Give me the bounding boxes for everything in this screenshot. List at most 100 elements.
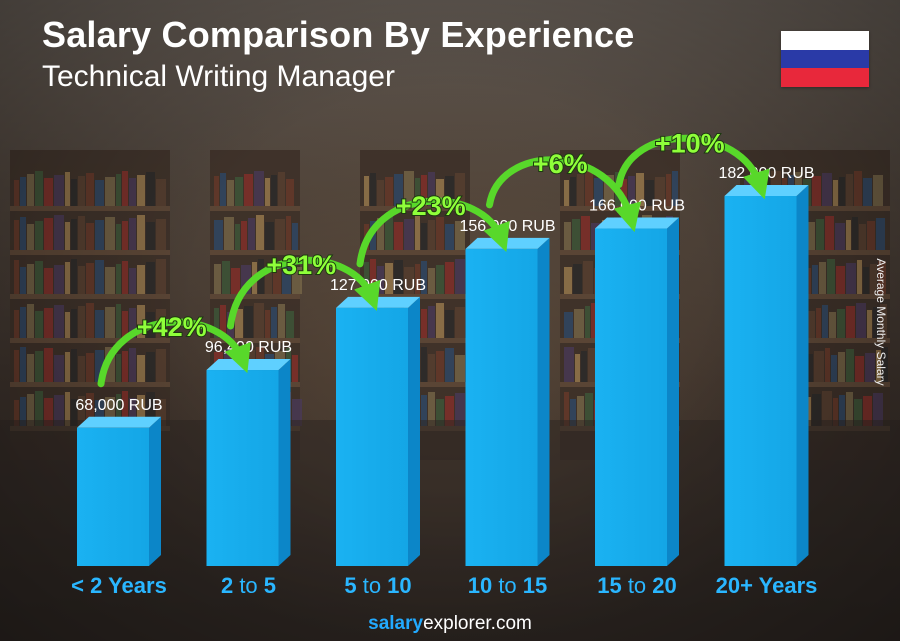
book-spine (564, 180, 569, 206)
book-spine (421, 261, 427, 294)
book-spine (14, 350, 19, 382)
book-spine (275, 219, 285, 250)
bar-side (537, 237, 550, 566)
category-label-part: 10 (468, 573, 492, 598)
book-spine (385, 263, 393, 294)
category-label: < 2 Years (71, 573, 167, 598)
book-spine (105, 267, 115, 294)
book-spine (829, 312, 836, 338)
bar-side (278, 359, 291, 566)
book-spine (816, 308, 821, 338)
percent-increase-label: +23% (396, 191, 466, 221)
book-spine (581, 216, 590, 250)
shelf-plank (210, 294, 300, 299)
book-spine (116, 174, 121, 206)
book-spine (71, 219, 77, 250)
category-label-part: to (357, 573, 388, 598)
book-spine (44, 308, 53, 338)
book-spine (78, 356, 85, 382)
book-spine (604, 175, 614, 206)
book-spine (575, 354, 580, 382)
book-spine (129, 178, 136, 206)
book-spine (78, 266, 85, 294)
book-spine (857, 260, 862, 294)
book-spine (265, 178, 270, 206)
book-spine (44, 268, 53, 294)
book-spine (282, 260, 291, 294)
book-spine (880, 304, 887, 338)
category-label-part: 20 (652, 573, 676, 598)
book-spine (854, 399, 862, 426)
book-spine (428, 220, 435, 250)
bar-group (724, 185, 809, 566)
book-spine (805, 311, 815, 338)
bar-side (149, 416, 161, 566)
book-spine (78, 176, 85, 206)
book-spine (564, 222, 571, 250)
bar-side (796, 185, 809, 566)
book-spine (415, 178, 420, 206)
book-spine (105, 347, 115, 382)
arrow-curve (227, 256, 381, 330)
book-spine (585, 393, 593, 426)
book-spine (873, 307, 879, 338)
bar (336, 307, 408, 566)
book-spine (873, 175, 883, 206)
book-spine (105, 397, 115, 426)
book-spine (44, 348, 53, 382)
book-spine (65, 312, 70, 338)
book-spine (129, 218, 136, 250)
book-spine (129, 398, 136, 426)
book-spine (86, 263, 94, 294)
book-spine (14, 220, 19, 250)
shelf-plank (740, 382, 890, 387)
book-spine (867, 221, 875, 250)
book-spine (137, 395, 145, 426)
book-spine (248, 218, 255, 250)
book-spine (235, 309, 243, 338)
percent-increase-label: +42% (137, 312, 207, 342)
book-spine (273, 263, 281, 294)
book-spine (105, 177, 115, 206)
book-spine (156, 179, 166, 206)
book-spine (86, 223, 94, 250)
shelf-plank (360, 250, 470, 255)
book-spine (835, 223, 845, 250)
book-spine (35, 171, 43, 206)
bar-top (724, 185, 809, 196)
book-spine (244, 306, 253, 338)
book-spine (95, 310, 104, 338)
book-spine (428, 268, 435, 294)
book-spine (370, 259, 376, 294)
book-spine (20, 397, 26, 426)
book-spine (95, 180, 104, 206)
bar-top (77, 416, 161, 428)
book-spine (577, 396, 584, 426)
category-label-part: to (492, 573, 523, 598)
book-spine (122, 351, 128, 382)
book-spine (873, 393, 883, 426)
footer-brand: salaryexplorer.com (0, 613, 900, 635)
book-spine (122, 221, 128, 250)
category-label: 15 to 20 (597, 573, 677, 598)
book-spine (816, 219, 824, 250)
category-label-part: 15 (597, 573, 621, 598)
book-spine (20, 177, 26, 206)
book-spine (54, 175, 64, 206)
book-spine (846, 263, 856, 294)
book-spine (137, 305, 145, 338)
book-spine (14, 260, 19, 294)
book-spine (78, 306, 85, 338)
shelf-plank (740, 206, 890, 211)
book-spine (839, 177, 845, 206)
percent-increase-label: +6% (533, 149, 588, 179)
book-spine (35, 261, 43, 294)
book-spine (65, 172, 70, 206)
book-spine (214, 264, 221, 294)
book-spine (865, 353, 875, 382)
book-spine (672, 171, 678, 206)
book-spine (214, 308, 219, 338)
bar (465, 248, 538, 566)
book-spine (377, 266, 384, 294)
